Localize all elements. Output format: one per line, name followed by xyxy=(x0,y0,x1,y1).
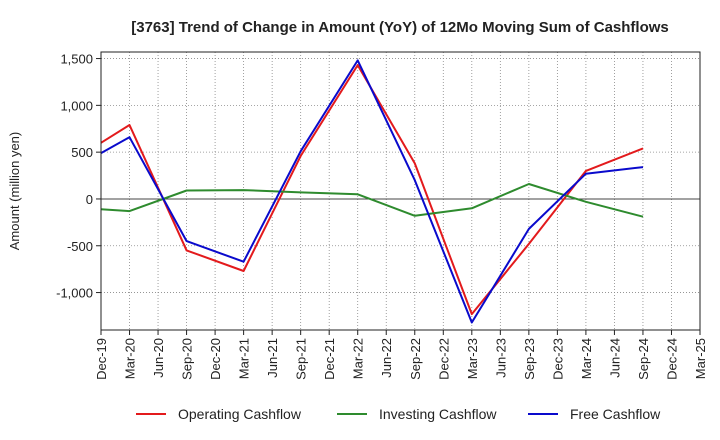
x-tick-label: Dec-21 xyxy=(322,338,337,380)
x-tick-label: Sep-21 xyxy=(294,338,309,380)
x-tick-label: Mar-23 xyxy=(465,338,480,379)
series-line-investing-cashflow xyxy=(100,183,644,218)
legend-label-free-cashflow: Free Cashflow xyxy=(570,406,661,422)
y-tick-label: -1,000 xyxy=(56,286,93,301)
chart-title: [3763] Trend of Change in Amount (YoY) o… xyxy=(131,19,669,36)
y-tick-label: 500 xyxy=(71,145,93,160)
x-tick-label: Sep-24 xyxy=(636,338,651,380)
x-tick-label: Jun-23 xyxy=(493,338,508,378)
x-tick-label: Mar-25 xyxy=(693,338,708,379)
series-lines xyxy=(100,59,644,324)
x-tick-label: Jun-21 xyxy=(265,338,280,378)
x-tick-label: Dec-22 xyxy=(436,338,451,380)
x-tick-label: Mar-24 xyxy=(579,338,594,379)
x-tick-label: Sep-23 xyxy=(522,338,537,380)
grid xyxy=(100,52,701,330)
x-tick-label: Dec-23 xyxy=(550,338,565,380)
y-axis-ticks: 1,500 1,000 500 0 -500 -1,000 xyxy=(56,52,101,301)
legend-label-operating-cashflow: Operating Cashflow xyxy=(178,406,302,422)
x-tick-label: Dec-24 xyxy=(664,338,679,380)
x-tick-label: Jun-22 xyxy=(379,338,394,378)
legend-label-investing-cashflow: Investing Cashflow xyxy=(379,406,497,422)
x-tick-label: Dec-20 xyxy=(208,338,223,380)
x-tick-label: Jun-24 xyxy=(607,338,622,378)
plot-frame xyxy=(100,51,701,331)
y-tick-label: 0 xyxy=(86,192,93,207)
y-axis-label: Amount (million yen) xyxy=(7,132,22,251)
series-line-free-cashflow xyxy=(100,59,644,324)
x-tick-label: Mar-22 xyxy=(351,338,366,379)
x-axis-ticks: Dec-19 Mar-20 Jun-20 Sep-20 Dec-20 Mar-21 Jun-… xyxy=(94,330,708,380)
x-tick-label: Mar-21 xyxy=(237,338,252,379)
x-tick-label: Mar-20 xyxy=(123,338,138,379)
series-line-operating-cashflow xyxy=(100,64,644,316)
x-tick-label: Sep-20 xyxy=(180,338,195,380)
x-tick-label: Sep-22 xyxy=(408,338,423,380)
y-tick-label: 1,500 xyxy=(60,52,93,67)
legend: Operating Cashflow Investing Cashflow Free… xyxy=(136,406,661,422)
y-tick-label: -500 xyxy=(67,239,93,254)
x-tick-label: Dec-19 xyxy=(94,338,109,380)
y-tick-label: 1,000 xyxy=(60,98,93,113)
x-tick-label: Jun-20 xyxy=(151,338,166,378)
